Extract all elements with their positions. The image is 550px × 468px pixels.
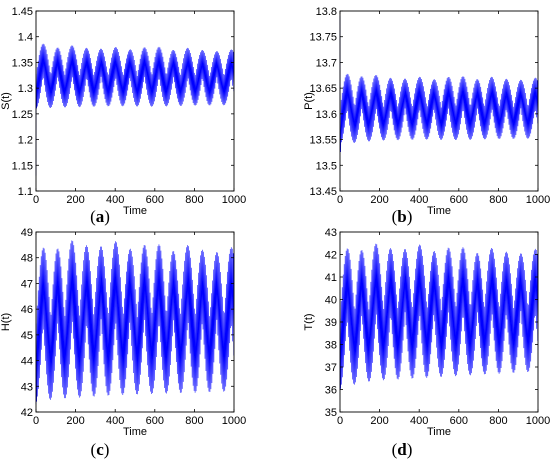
chart-a-xtick-label: 0 — [33, 194, 39, 206]
chart-d-xtick-label: 0 — [337, 415, 343, 427]
chart-b-xtick-label: 600 — [450, 194, 468, 206]
chart-a-ytick-label: 1.3 — [18, 83, 33, 95]
chart-c-xtick-label: 200 — [66, 415, 84, 427]
chart-d-xtick-label: 1000 — [526, 415, 550, 427]
chart-b-xtick-label: 800 — [489, 194, 507, 206]
chart-a-ytick-label: 1.2 — [18, 135, 33, 147]
chart-d-caption: (d) — [392, 440, 413, 459]
chart-b-ytick-label: 13.75 — [309, 32, 337, 44]
chart-c-ytick-label: 43 — [21, 381, 33, 393]
chart-d-ylabel: T(t) — [303, 313, 315, 330]
chart-c-axes-box — [35, 231, 235, 413]
chart-a-series-line — [35, 43, 234, 176]
chart-b-xtick-label: 1000 — [526, 194, 550, 206]
chart-d-ytick-label: 38 — [325, 340, 337, 352]
chart-c-ytick-label: 44 — [21, 356, 33, 368]
chart-d-ytick-label: 40 — [325, 295, 337, 307]
chart-c-ytick-label: 42 — [21, 407, 33, 419]
chart-c-ytick-label: 45 — [21, 330, 33, 342]
chart-c-ytick-label: 46 — [21, 304, 33, 316]
chart-d-series-line — [339, 243, 538, 390]
chart-a-ylabel: S(t) — [0, 92, 12, 110]
chart-a-ytick-label: 1.45 — [12, 6, 33, 18]
chart-b-axes-box — [339, 10, 539, 192]
chart-a-ytick-label: 1.15 — [12, 160, 33, 172]
chart-d-xtick-label: 800 — [489, 415, 507, 427]
chart-b-ytick-label: 13.45 — [309, 186, 337, 198]
chart-d-ytick-label: 35 — [325, 407, 337, 419]
chart-b-ylabel: P(t) — [303, 92, 315, 110]
chart-b-ytick-label: 13.8 — [316, 6, 337, 18]
chart-a-xtick-label: 800 — [185, 194, 203, 206]
chart-a-xtick-label: 200 — [66, 194, 84, 206]
chart-a-ytick-label: 1.4 — [18, 32, 33, 44]
chart-c-ylabel: H(t) — [0, 313, 12, 331]
chart-c: 0 200 400 600 800 1000 42 43 44 45 46 47 48 49 Time H(t… — [0, 227, 246, 459]
chart-b-ytick-label: 13.65 — [309, 83, 337, 95]
chart-a-ytick-label: 1.35 — [12, 57, 33, 69]
chart-c-ytick-label: 49 — [21, 227, 33, 239]
chart-c-series-line — [35, 240, 234, 405]
chart-d-xtick-label: 200 — [370, 415, 388, 427]
chart-c-ytick-label: 47 — [21, 278, 33, 290]
chart-c-xlabel: Time — [123, 426, 147, 438]
chart-d-ytick-label: 36 — [325, 385, 337, 397]
chart-c-xtick-label: 0 — [33, 415, 39, 427]
chart-a-caption: (a) — [90, 207, 110, 226]
chart-c-xtick-label: 400 — [106, 415, 124, 427]
chart-c-ytick-label: 48 — [21, 253, 33, 265]
chart-b-ytick-label: 13.7 — [316, 57, 337, 69]
chart-c-xtick-label: 800 — [185, 415, 203, 427]
chart-c-caption: (c) — [91, 440, 110, 459]
chart-a: 0 200 400 600 800 1000 1.1 1.15 1.2 1.25 1.3 1.35 1.… — [0, 6, 246, 226]
chart-a-xlabel: Time — [123, 205, 147, 217]
chart-d-xlabel: Time — [427, 426, 451, 438]
chart-d-ytick-label: 42 — [325, 250, 337, 262]
chart-a-xtick-label: 1000 — [222, 194, 246, 206]
chart-b-xtick-label: 400 — [410, 194, 428, 206]
chart-d: 0 200 400 600 800 1000 35 36 37 38 39 40 41 42 43 Time T… — [303, 227, 550, 459]
chart-d-ytick-label: 43 — [325, 227, 337, 239]
chart-d-ytick-label: 37 — [325, 362, 337, 374]
chart-b-ytick-label: 13.55 — [309, 135, 337, 147]
chart-c-xtick-label: 1000 — [222, 415, 246, 427]
chart-d-ytick-label: 41 — [325, 272, 337, 284]
chart-b-ytick-label: 13.6 — [316, 109, 337, 121]
chart-a-xtick-label: 600 — [146, 194, 164, 206]
chart-b-xtick-label: 0 — [337, 194, 343, 206]
chart-b-caption: (b) — [392, 207, 413, 226]
chart-d-xtick-label: 400 — [410, 415, 428, 427]
chart-b-ytick-label: 13.5 — [316, 160, 337, 172]
chart-b-xtick-label: 200 — [370, 194, 388, 206]
chart-d-ytick-label: 39 — [325, 317, 337, 329]
chart-b-series-line — [339, 16, 538, 153]
chart-c-xtick-label: 600 — [146, 415, 164, 427]
chart-a-ytick-label: 1.25 — [12, 109, 33, 121]
chart-d-xtick-label: 600 — [450, 415, 468, 427]
chart-a-axes-box — [35, 10, 235, 192]
chart-a-xtick-label: 400 — [106, 194, 124, 206]
chart-a-ytick-label: 1.1 — [18, 186, 33, 198]
chart-b-xlabel: Time — [427, 205, 451, 217]
chart-b: 0 200 400 600 800 1000 13.45 13.5 13.55 13.6 13.65… — [303, 6, 550, 226]
